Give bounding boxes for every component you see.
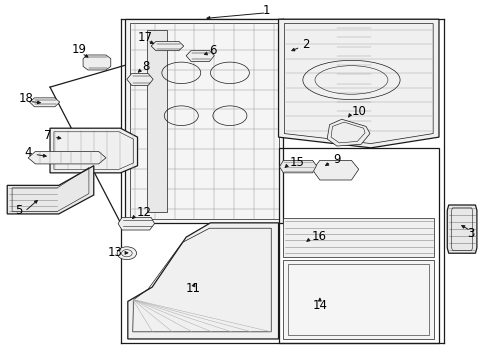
Ellipse shape	[117, 247, 136, 260]
Polygon shape	[279, 160, 316, 173]
Text: 2: 2	[301, 39, 309, 51]
Polygon shape	[7, 166, 94, 214]
Polygon shape	[118, 217, 154, 230]
Text: 8: 8	[142, 60, 149, 73]
Text: 6: 6	[209, 44, 217, 57]
Text: 18: 18	[19, 92, 33, 105]
Polygon shape	[151, 41, 183, 51]
Text: 12: 12	[136, 206, 151, 219]
Polygon shape	[186, 51, 214, 62]
Polygon shape	[83, 55, 111, 70]
Polygon shape	[125, 19, 283, 223]
Polygon shape	[312, 160, 358, 180]
Text: 4: 4	[25, 146, 32, 159]
Polygon shape	[126, 73, 153, 85]
Polygon shape	[50, 128, 137, 173]
Text: 19: 19	[72, 43, 87, 56]
Polygon shape	[447, 205, 476, 253]
Text: 15: 15	[288, 156, 304, 168]
Text: 3: 3	[466, 227, 473, 240]
Polygon shape	[283, 217, 433, 257]
Text: 11: 11	[185, 283, 201, 296]
Polygon shape	[147, 30, 166, 212]
Text: 1: 1	[262, 4, 269, 17]
Text: 14: 14	[312, 298, 326, 311]
Polygon shape	[28, 152, 106, 164]
Polygon shape	[127, 223, 278, 339]
Text: 17: 17	[137, 31, 152, 44]
Text: 9: 9	[332, 153, 340, 166]
Polygon shape	[278, 19, 438, 148]
Text: 13: 13	[107, 246, 122, 258]
Text: 16: 16	[311, 230, 326, 243]
Polygon shape	[30, 98, 60, 107]
Text: 7: 7	[44, 129, 52, 142]
Text: 5: 5	[15, 204, 22, 217]
Polygon shape	[283, 260, 433, 339]
Polygon shape	[326, 119, 369, 146]
Text: 10: 10	[351, 105, 366, 118]
